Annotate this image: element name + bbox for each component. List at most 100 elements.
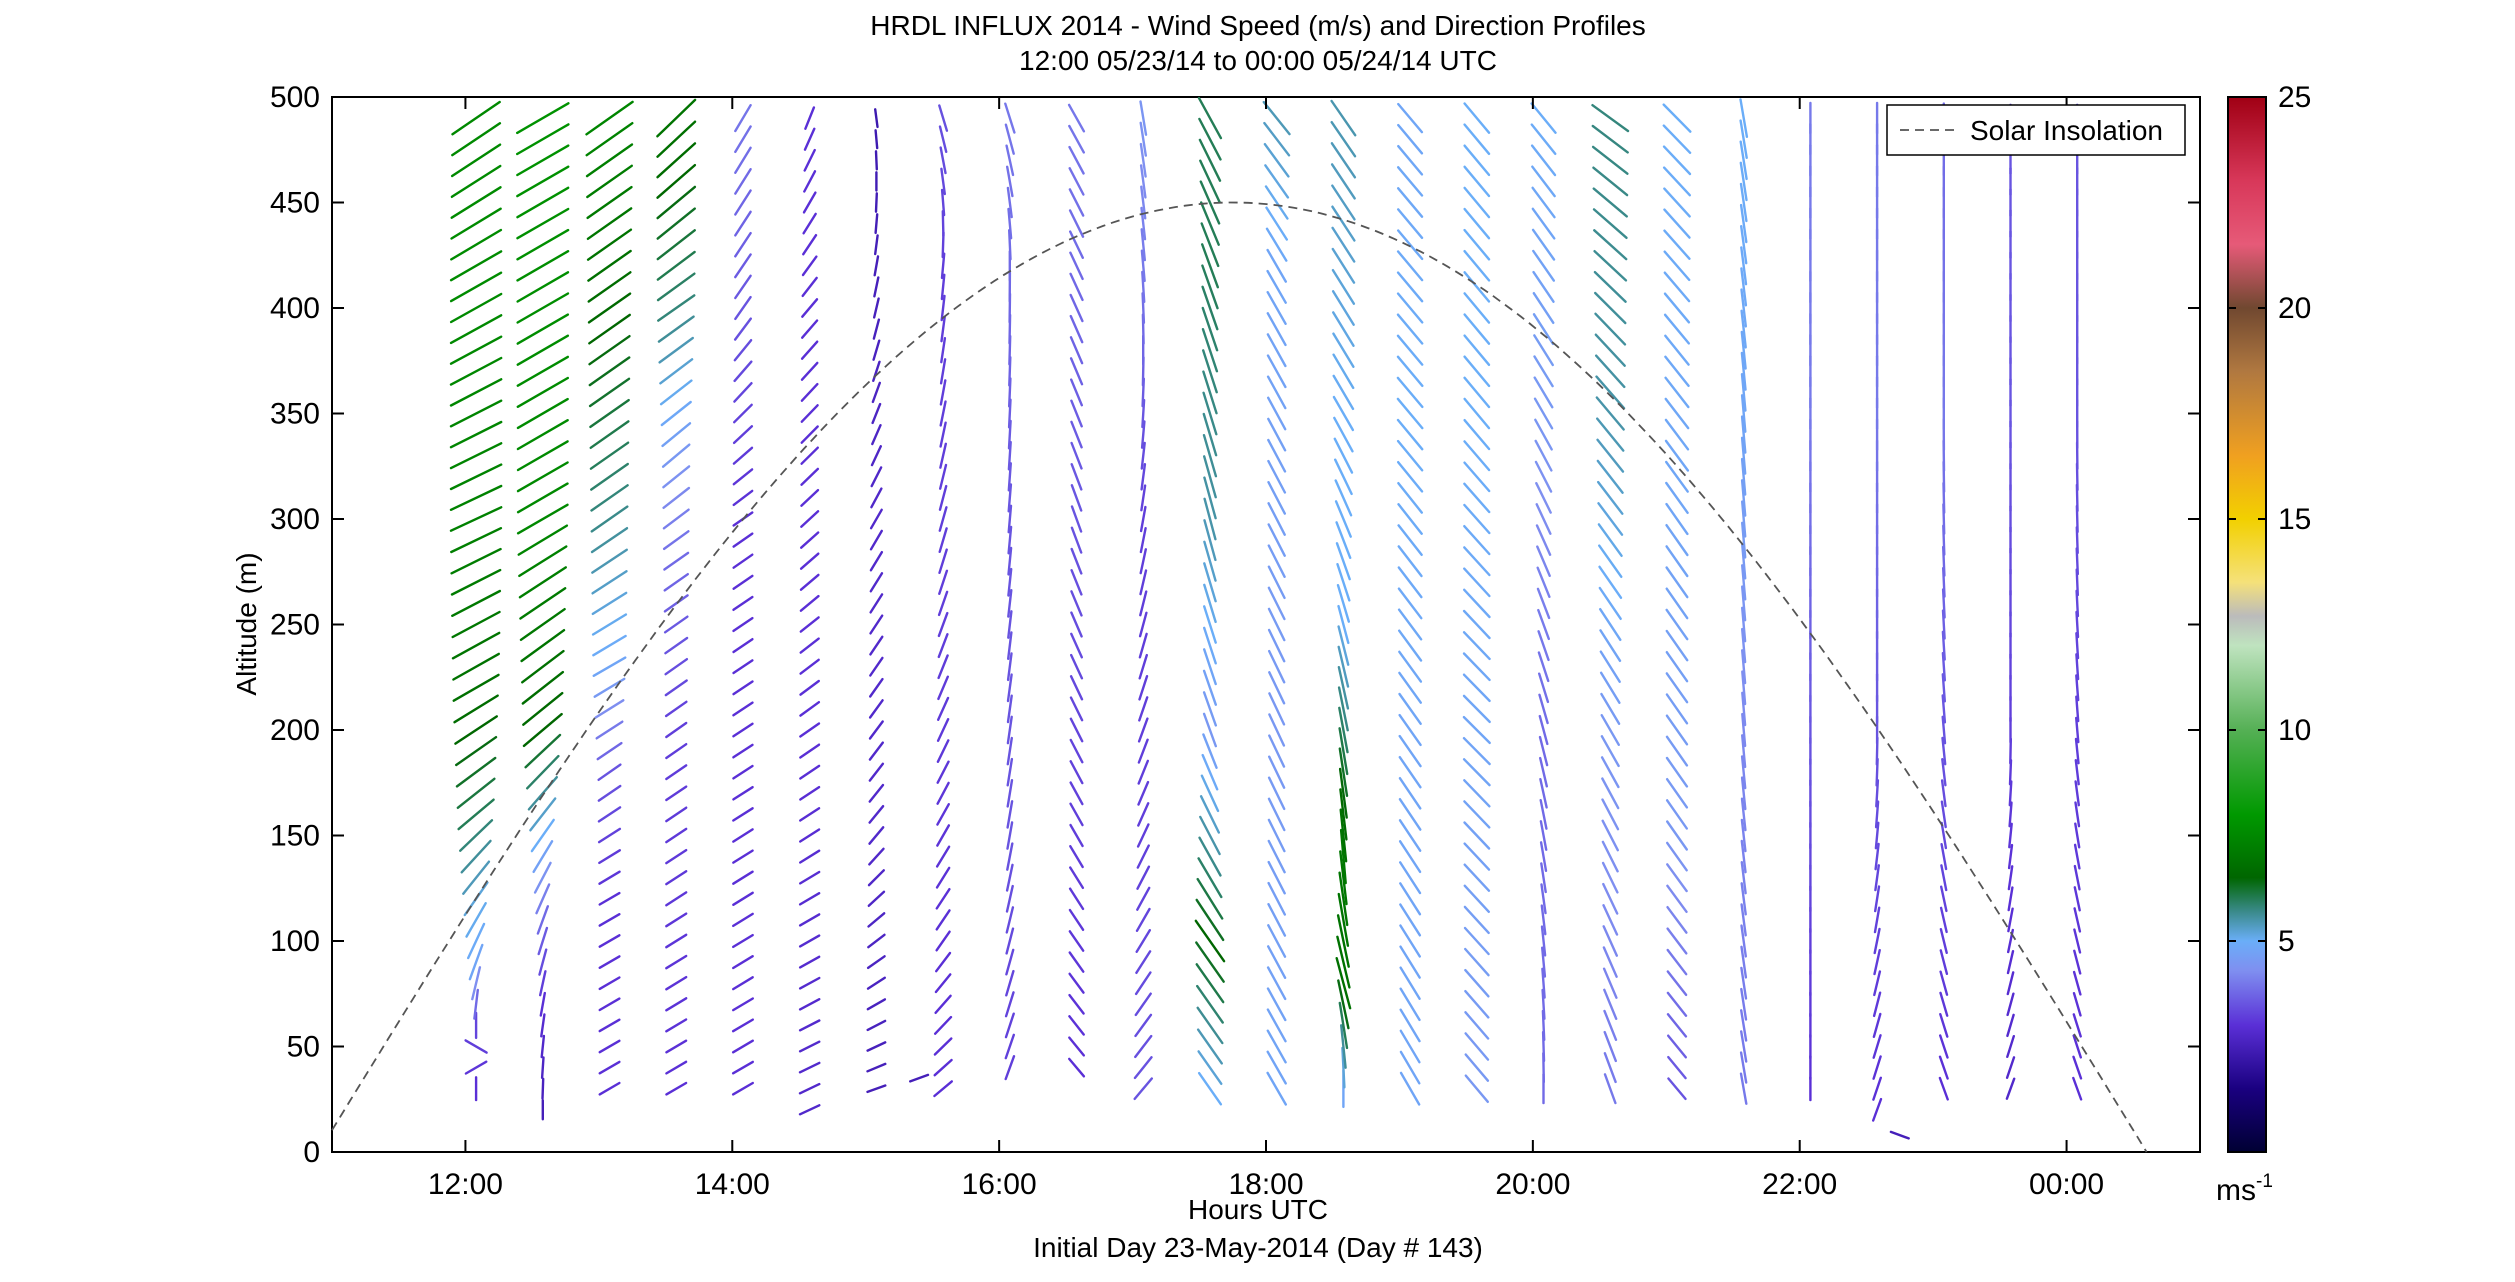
wind-vector	[1531, 207, 1556, 240]
wind-vector	[1267, 628, 1286, 663]
colorbar: 5 10 15 20 25 ms-1	[2216, 81, 2311, 1207]
wind-vector	[1940, 800, 1947, 829]
wind-vector	[1874, 821, 1880, 850]
wind-vector	[1665, 799, 1689, 830]
wind-vector	[520, 629, 566, 663]
wind-vector	[1398, 819, 1422, 852]
wind-vector	[1197, 1050, 1223, 1086]
wind-vector	[2008, 780, 2013, 807]
wind-vector	[1665, 481, 1689, 514]
wind-vector	[597, 784, 622, 802]
wind-vector	[799, 701, 821, 717]
wind-vector	[1267, 544, 1286, 578]
wind-vector	[1462, 758, 1491, 787]
wind-vector	[1463, 884, 1491, 913]
wind-vector	[1535, 524, 1552, 556]
wind-vector	[1740, 966, 1748, 1000]
wind-vector	[1135, 929, 1152, 953]
wind-vector	[734, 295, 752, 321]
wind-vector	[934, 994, 952, 1014]
wind-vector	[1267, 607, 1286, 642]
wind-vector	[1740, 755, 1747, 790]
wind-vector	[1603, 1073, 1617, 1105]
wind-vector	[1666, 1013, 1688, 1038]
wind-vector	[535, 883, 551, 915]
wind-vector	[1602, 925, 1619, 957]
wind-vector	[1662, 103, 1692, 133]
wind-vector	[799, 573, 820, 591]
wind-vector	[1666, 906, 1688, 934]
wind-vector	[1463, 144, 1491, 177]
wind-vector	[1266, 396, 1287, 431]
wind-vector	[522, 712, 563, 748]
wind-vector	[541, 1077, 545, 1100]
wind-vector	[1201, 306, 1219, 352]
wind-vector	[873, 255, 880, 277]
wind-vector	[1267, 438, 1287, 473]
wind-vector	[798, 1019, 821, 1032]
wind-vector	[732, 553, 754, 569]
wind-vector	[1597, 523, 1623, 557]
wind-vector	[521, 649, 565, 684]
wind-vector	[1198, 117, 1222, 161]
wind-vector	[1538, 714, 1549, 746]
wind-vector	[874, 150, 878, 171]
wind-vector	[2074, 737, 2080, 765]
wind-vector	[732, 976, 754, 991]
wind-vector	[663, 573, 689, 592]
x-tick-label: 20:00	[1495, 1168, 1570, 1201]
wind-vector	[872, 318, 881, 340]
wind-vector	[1334, 500, 1352, 538]
wind-vector	[936, 739, 950, 763]
wind-vector	[1397, 503, 1423, 535]
wind-vector	[1739, 98, 1749, 139]
wind-vector	[1463, 440, 1491, 472]
wind-vector	[1007, 589, 1013, 618]
wind-vector	[656, 163, 697, 199]
wind-vector	[1941, 651, 1947, 682]
wind-vector	[869, 593, 884, 614]
wind-vector	[1338, 871, 1349, 927]
wind-vector	[1873, 970, 1882, 997]
wind-vector	[1264, 164, 1290, 199]
wind-vector	[449, 484, 503, 511]
wind-vector	[799, 679, 820, 696]
wind-vector	[1396, 439, 1424, 472]
wind-vector	[1592, 166, 1629, 197]
wind-vector	[1006, 736, 1013, 766]
wind-vector	[1397, 545, 1423, 578]
wind-vector	[1665, 714, 1689, 746]
wind-vector	[1396, 229, 1424, 261]
wind-vector	[516, 461, 569, 493]
wind-vector	[869, 656, 884, 677]
wind-vector	[1462, 609, 1491, 640]
wind-vector	[1740, 479, 1747, 517]
wind-vector	[587, 249, 632, 282]
wind-vector	[732, 659, 754, 675]
wind-vector	[1007, 207, 1013, 240]
wind-vector	[590, 527, 629, 554]
wind-vector	[798, 1061, 821, 1074]
colorbar-unit-exponent: -1	[2256, 1171, 2273, 1192]
wind-vector	[1396, 334, 1424, 366]
wind-vector	[540, 1056, 545, 1080]
wind-vector	[1740, 924, 1748, 958]
wind-vector	[733, 317, 752, 341]
wind-vector	[867, 912, 886, 928]
wind-vector	[456, 777, 496, 809]
wind-vector	[537, 926, 549, 956]
wind-vector	[1889, 1130, 1910, 1140]
wind-vector	[1600, 692, 1621, 725]
wind-vector	[1873, 885, 1881, 913]
wind-vector	[940, 273, 946, 301]
wind-vector	[1740, 500, 1747, 538]
wind-vector	[598, 976, 621, 991]
wind-vector	[1069, 336, 1084, 365]
wind-vector	[1138, 696, 1149, 722]
wind-vector	[1941, 630, 1946, 661]
wind-vector	[1396, 418, 1424, 451]
wind-vector	[2072, 1055, 2083, 1080]
wind-vector	[1338, 767, 1348, 819]
wind-vector	[732, 616, 754, 633]
wind-vector	[869, 529, 883, 551]
